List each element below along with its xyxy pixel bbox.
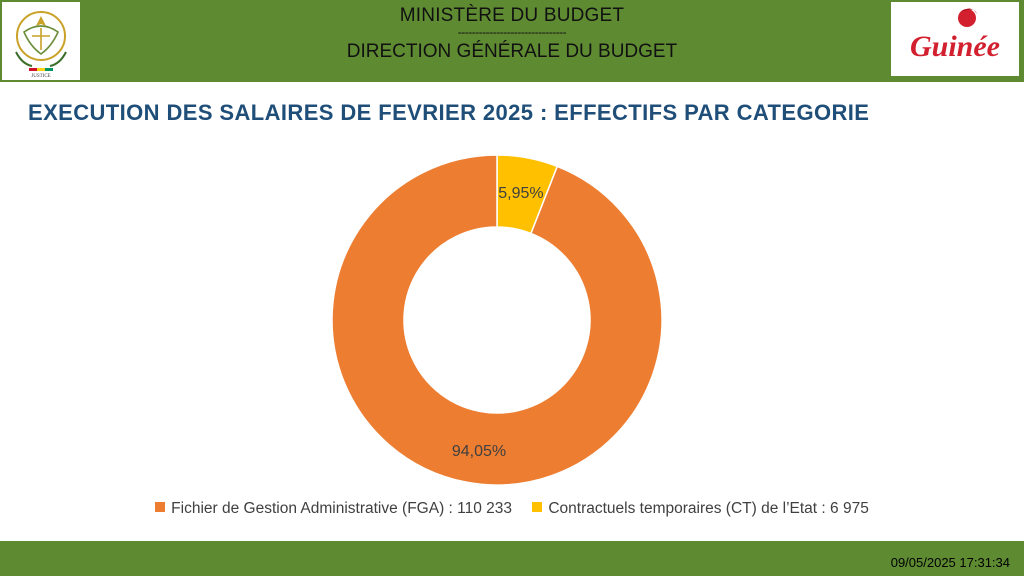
guinee-brand-logo: Guinée [891, 2, 1019, 76]
donut-chart: 94,05% 5,95% [331, 154, 663, 486]
chart-legend: Fichier de Gestion Administrative (FGA) … [0, 500, 1024, 518]
legend-label-fga: Fichier de Gestion Administrative (FGA) … [171, 500, 513, 517]
header-divider: ------------------------------- [457, 25, 567, 39]
data-label-fga: 94,05% [452, 443, 506, 460]
direction-title: DIRECTION GÉNÉRALE DU BUDGET [346, 41, 678, 62]
ministry-title: MINISTÈRE DU BUDGET [399, 5, 625, 26]
brand-logo-text: Guinée [910, 30, 1000, 63]
header-titles: MINISTÈRE DU BUDGET --------------------… [300, 4, 724, 64]
legend-swatch-fga [155, 502, 166, 512]
emblem-text: JUSTICE [31, 74, 50, 79]
footer-timestamp: 09/05/2025 17:31:34 [890, 555, 1010, 570]
legend-item-fga: Fichier de Gestion Administrative (FGA) … [155, 500, 512, 518]
footer-band [0, 541, 1024, 576]
data-label-ct: 5,95% [498, 185, 543, 202]
header-band [0, 0, 1024, 82]
coat-of-arms-emblem: JUSTICE [2, 2, 80, 80]
legend-label-ct: Contractuels temporaires (CT) de l’Etat … [548, 500, 869, 517]
page-title: EXECUTION DES SALAIRES DE FEVRIER 2025 :… [28, 100, 870, 125]
legend-swatch-ct [532, 502, 543, 512]
legend-item-ct: Contractuels temporaires (CT) de l’Etat … [532, 500, 869, 518]
donut-slice-fga [331, 154, 663, 486]
